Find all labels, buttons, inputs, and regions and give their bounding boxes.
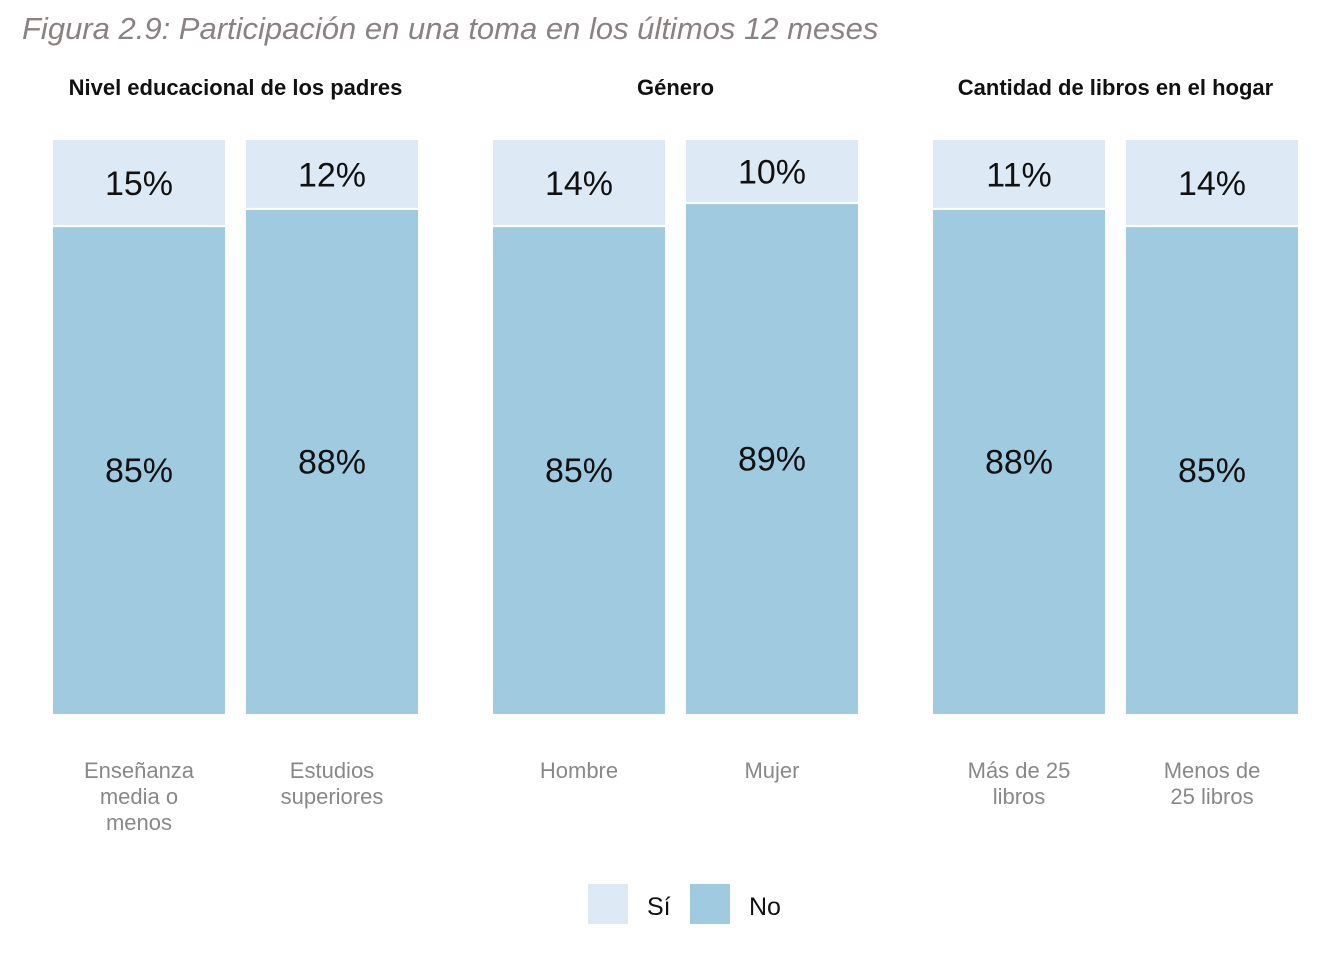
category-label: Hombre xyxy=(540,758,618,783)
panel-cantidad-de-libros-en-el-hogar: Cantidad de libros en el hogar 11% 88% Más … xyxy=(933,75,1298,809)
category-label: Estudios superiores xyxy=(281,758,384,809)
data-label-si: 11% xyxy=(986,156,1052,194)
bar-si xyxy=(53,140,225,227)
chart-panels: Nivel educacional de los padres 15% 85% Ens… xyxy=(53,75,1298,835)
data-label-no: 89% xyxy=(738,441,806,479)
legend-label-si: Sí xyxy=(647,893,671,921)
bar-no xyxy=(493,226,665,714)
panel-genero: Género 14% 85% Hombre 10% 89% Mujer xyxy=(493,75,858,783)
legend-swatch-si xyxy=(588,884,628,924)
bar-si xyxy=(246,140,418,209)
category-label: Más de 25 libros xyxy=(968,758,1071,809)
panel-title: Nivel educacional de los padres xyxy=(69,75,403,100)
panel-nivel-educacional-de-los-padres: Nivel educacional de los padres 15% 85% Ens… xyxy=(53,75,418,835)
bar-no xyxy=(1126,226,1298,714)
bar-si xyxy=(1126,140,1298,227)
bar-si xyxy=(686,140,858,204)
figure-title: Figura 2.9: Participación en una toma en… xyxy=(22,11,878,46)
data-label-si: 15% xyxy=(105,165,173,203)
category-label: Enseñanza media o menos xyxy=(84,758,195,835)
panel-title: Cantidad de libros en el hogar xyxy=(958,75,1274,100)
category-label: Mujer xyxy=(744,758,799,783)
data-label-no: 88% xyxy=(985,443,1053,481)
legend: Sí No xyxy=(588,884,781,924)
data-label-si: 12% xyxy=(298,156,366,194)
data-label-si: 14% xyxy=(545,165,613,203)
bar-no xyxy=(686,203,858,714)
data-label-si: 10% xyxy=(738,154,806,192)
legend-swatch-no xyxy=(690,884,730,924)
data-label-no: 85% xyxy=(1178,452,1246,490)
bar-no xyxy=(246,208,418,714)
data-label-no: 85% xyxy=(545,452,613,490)
legend-label-no: No xyxy=(749,893,781,921)
bar-no xyxy=(53,226,225,714)
data-label-no: 88% xyxy=(298,443,366,481)
bar-no xyxy=(933,208,1105,714)
bar-si xyxy=(933,140,1105,209)
category-label: Menos de 25 libros xyxy=(1164,758,1261,809)
data-label-si: 14% xyxy=(1178,165,1246,203)
data-label-no: 85% xyxy=(105,452,173,490)
bar-si xyxy=(493,140,665,227)
panel-title: Género xyxy=(637,75,714,100)
